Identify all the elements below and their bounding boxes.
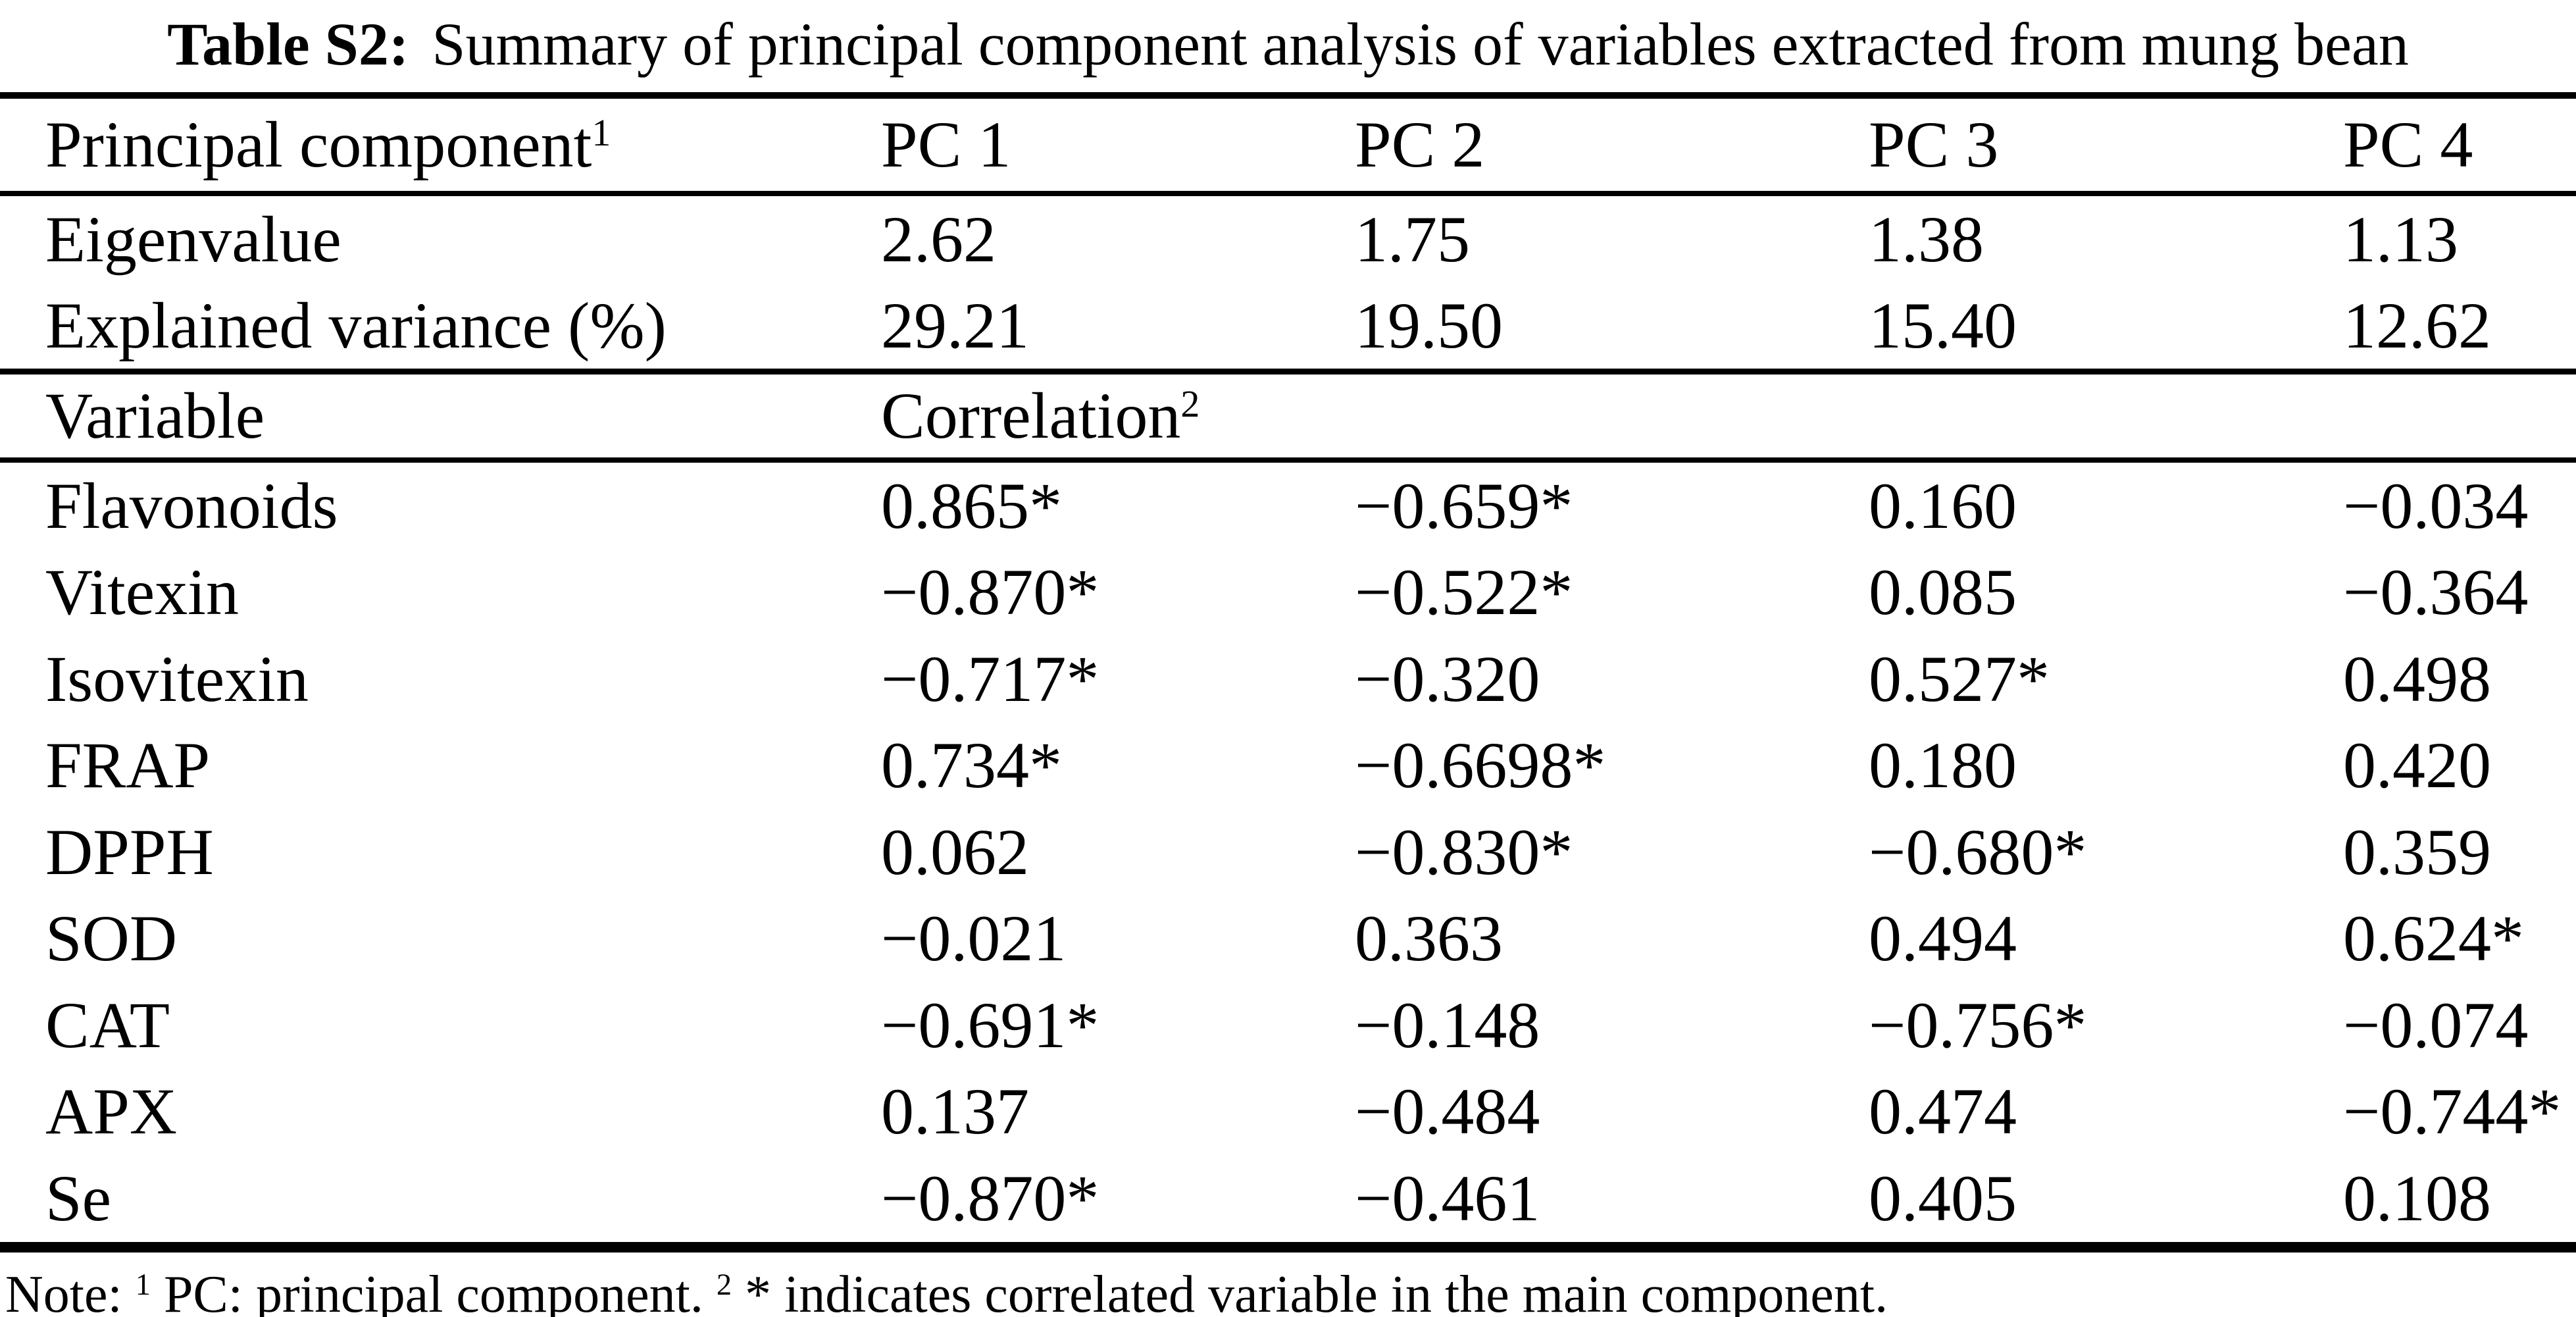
row-label: Flavonoids: [45, 469, 338, 542]
footnote-lead: Note:: [5, 1266, 136, 1317]
footnote-text: PC: principal component.: [150, 1266, 717, 1317]
table-title-label: Table S2:: [167, 11, 409, 78]
cell-value: 1.75: [1355, 203, 1470, 276]
row-label: FRAP: [45, 729, 211, 802]
cell-value: 0.137: [881, 1075, 1029, 1149]
cell-value: −0.034: [2343, 469, 2529, 542]
cell-value: −0.870*: [881, 1161, 1099, 1235]
header-cell-pc1: PC 1: [881, 108, 1011, 181]
cell-value: 1.13: [2343, 203, 2458, 276]
cell-value: 0.420: [2343, 729, 2491, 802]
stats-divider-rule: [0, 369, 2576, 374]
cell-value: −0.870*: [881, 555, 1099, 629]
cell-value: −0.659*: [1355, 469, 1573, 542]
cell-value: −0.830*: [1355, 815, 1573, 889]
variable-rows: Flavonoids 0.865* −0.659* 0.160 −0.034 V…: [0, 463, 2576, 1242]
cell-value: 2.62: [881, 203, 996, 276]
footnote-text: * indicates correlated variable in the m…: [732, 1266, 1888, 1317]
subheader-correlation: Correlation2: [881, 383, 1355, 449]
table-row: Vitexin −0.870* −0.522* 0.085 −0.364: [0, 550, 2576, 636]
cell-value: 0.180: [1869, 729, 2017, 802]
subheader-divider-rule: [0, 457, 2576, 463]
cell-value: −0.691*: [881, 988, 1099, 1062]
cell-value: −0.680*: [1869, 815, 2087, 889]
cell-value: −0.021: [881, 902, 1067, 975]
cell-value: 0.359: [2343, 815, 2491, 889]
header-cell-pc4: PC 4: [2343, 108, 2473, 181]
table-title-text: Summary of principal component analysis …: [432, 11, 2409, 78]
superscript-marker: 2: [1180, 382, 1200, 426]
table-bottom-rule: [0, 1242, 2576, 1252]
table-header-row: Principal component1 PC 1 PC 2 PC 3 PC 4: [0, 99, 2576, 191]
header-cell-pc3: PC 3: [1869, 108, 1999, 181]
header-label-text: Principal component: [45, 108, 592, 181]
cell-value: 0.363: [1355, 902, 1503, 975]
cell-value: 0.062: [881, 815, 1029, 889]
cell-value: −0.461: [1355, 1161, 1540, 1235]
cell-value: −0.756*: [1869, 988, 2087, 1062]
row-label: Vitexin: [45, 555, 239, 629]
table-title: Table S2: Summary of principal component …: [0, 8, 2576, 80]
cell-value: 12.62: [2343, 289, 2491, 362]
row-label: Eigenvalue: [45, 203, 341, 276]
table-subheader-row: Variable Correlation2: [0, 374, 2576, 457]
table-row: APX 0.137 −0.484 0.474 −0.744*: [0, 1069, 2576, 1156]
superscript-marker: 1: [135, 1268, 151, 1303]
table-row: SOD −0.021 0.363 0.494 0.624*: [0, 896, 2576, 983]
row-label: SOD: [45, 902, 178, 975]
header-divider-rule: [0, 191, 2576, 196]
cell-value: 0.474: [1869, 1075, 2017, 1149]
cell-value: −0.148: [1355, 988, 1540, 1062]
cell-value: −0.717*: [881, 642, 1099, 715]
cell-value: 0.085: [1869, 555, 2017, 629]
row-label: APX: [45, 1075, 178, 1149]
cell-value: −0.484: [1355, 1075, 1540, 1149]
header-label: Principal component1: [0, 112, 881, 178]
table-row-explained-variance: Explained variance (%) 29.21 19.50 15.40…: [0, 283, 2576, 369]
correlation-label-text: Correlation: [881, 379, 1181, 452]
row-label: DPPH: [45, 815, 214, 889]
superscript-marker: 2: [716, 1268, 732, 1303]
cell-value: −0.744*: [2343, 1075, 2562, 1149]
cell-value: 0.498: [2343, 642, 2491, 715]
cell-value: 0.624*: [2343, 902, 2524, 975]
cell-value: 0.734*: [881, 729, 1062, 802]
cell-value: 0.160: [1869, 469, 2017, 542]
cell-value: −0.522*: [1355, 555, 1573, 629]
cell-value: 29.21: [881, 289, 1029, 362]
cell-value: −0.364: [2343, 555, 2529, 629]
superscript-marker: 1: [592, 111, 611, 155]
header-cell-pc2: PC 2: [1355, 108, 1485, 181]
row-label: Se: [45, 1161, 111, 1235]
table-row: CAT −0.691* −0.148 −0.756* −0.074: [0, 982, 2576, 1069]
cell-value: 0.405: [1869, 1161, 2017, 1235]
row-label: Isovitexin: [45, 642, 309, 715]
cell-value: 15.40: [1869, 289, 2017, 362]
table-row: Se −0.870* −0.461 0.405 0.108: [0, 1155, 2576, 1242]
table-row: FRAP 0.734* −0.6698* 0.180 0.420: [0, 723, 2576, 810]
cell-value: 0.108: [2343, 1161, 2491, 1235]
cell-value: 0.865*: [881, 469, 1062, 542]
table-row-eigenvalue: Eigenvalue 2.62 1.75 1.38 1.13: [0, 196, 2576, 283]
row-label: Explained variance (%): [45, 289, 667, 362]
cell-value: 19.50: [1355, 289, 1503, 362]
table-row: Flavonoids 0.865* −0.659* 0.160 −0.034: [0, 463, 2576, 550]
table-footnote: Note: 1 PC: principal component. 2 * ind…: [0, 1264, 1888, 1317]
subheader-label: Variable: [45, 379, 265, 452]
table-row: DPPH 0.062 −0.830* −0.680* 0.359: [0, 809, 2576, 896]
table-row: Isovitexin −0.717* −0.320 0.527* 0.498: [0, 636, 2576, 723]
cell-value: 0.527*: [1869, 642, 2050, 715]
table-top-rule: [0, 92, 2576, 99]
cell-value: −0.320: [1355, 642, 1540, 715]
row-label: CAT: [45, 988, 170, 1062]
cell-value: 0.494: [1869, 902, 2017, 975]
cell-value: −0.074: [2343, 988, 2529, 1062]
cell-value: 1.38: [1869, 203, 1984, 276]
cell-value: −0.6698*: [1355, 729, 1606, 802]
